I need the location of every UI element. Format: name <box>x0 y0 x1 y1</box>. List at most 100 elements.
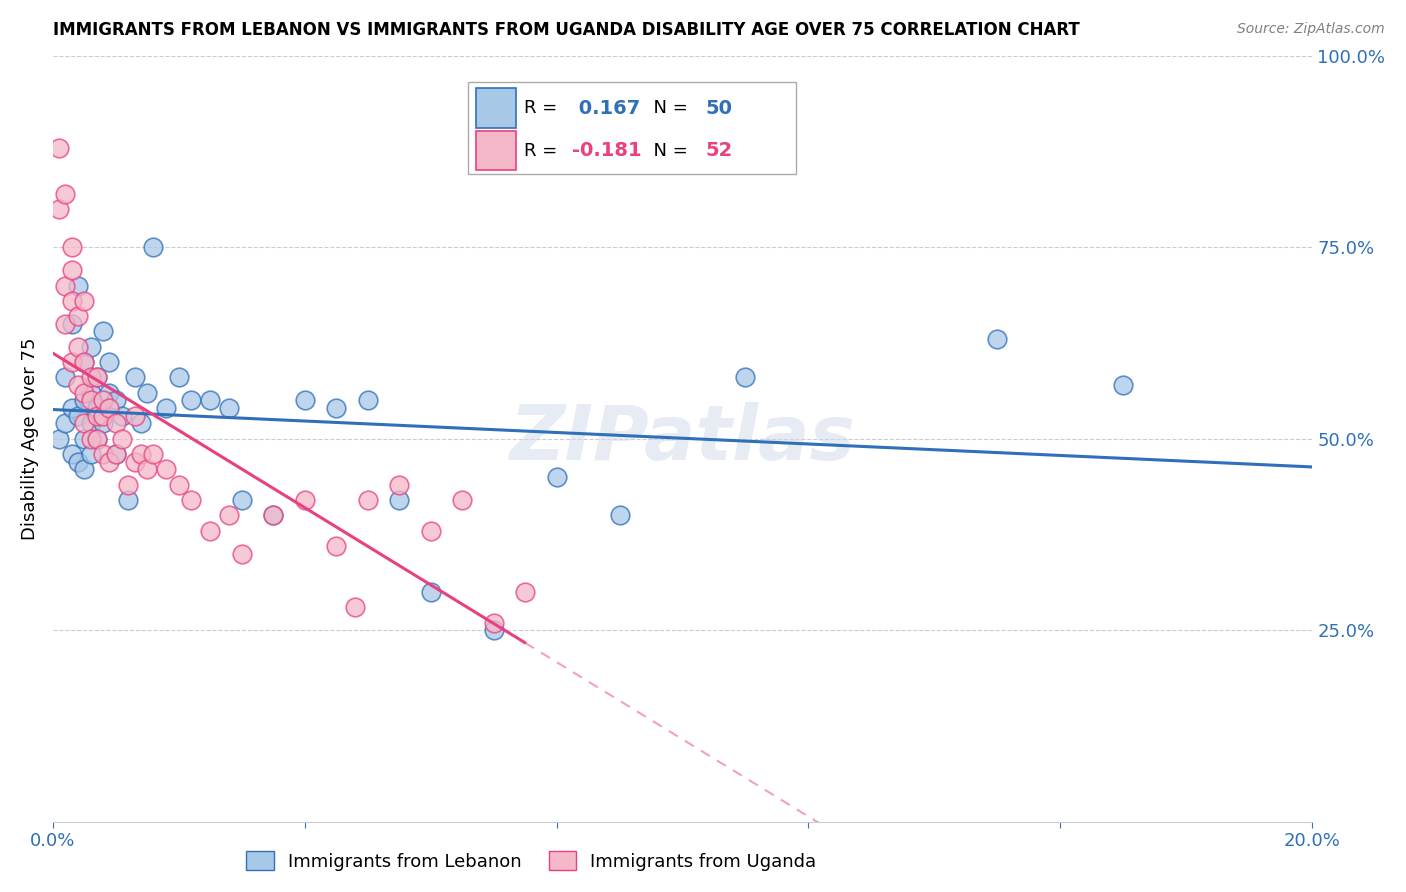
Point <box>136 385 159 400</box>
Point <box>117 477 139 491</box>
Point <box>98 455 121 469</box>
Text: N =: N = <box>643 142 693 160</box>
Point <box>60 355 83 369</box>
Point <box>53 417 76 431</box>
Point <box>104 447 127 461</box>
Point <box>198 393 221 408</box>
Point <box>86 432 108 446</box>
Point <box>167 477 190 491</box>
Text: Source: ZipAtlas.com: Source: ZipAtlas.com <box>1237 22 1385 37</box>
Point <box>60 401 83 416</box>
Point <box>66 309 89 323</box>
Point <box>79 370 101 384</box>
Point <box>155 462 177 476</box>
Point <box>66 278 89 293</box>
Point <box>53 278 76 293</box>
Point <box>180 493 202 508</box>
Point <box>167 370 190 384</box>
Point <box>73 417 96 431</box>
Point <box>91 417 114 431</box>
Point <box>262 508 284 523</box>
Point <box>73 293 96 308</box>
Point <box>124 455 146 469</box>
Point <box>104 393 127 408</box>
Point <box>124 409 146 423</box>
Point <box>48 140 70 154</box>
Point <box>79 340 101 354</box>
Text: 50: 50 <box>706 99 733 118</box>
Point <box>79 385 101 400</box>
Point <box>91 409 114 423</box>
Point <box>419 585 441 599</box>
Point <box>388 493 411 508</box>
Text: R =: R = <box>524 142 562 160</box>
Point <box>609 508 631 523</box>
Point <box>60 293 83 308</box>
Point <box>129 417 152 431</box>
Point <box>53 186 76 201</box>
Point <box>53 370 76 384</box>
Point <box>986 332 1008 346</box>
Point <box>98 401 121 416</box>
Point <box>482 615 505 630</box>
Point <box>66 409 89 423</box>
Point <box>104 447 127 461</box>
Text: 52: 52 <box>706 141 733 160</box>
Point <box>117 493 139 508</box>
Point <box>482 624 505 638</box>
Point <box>48 202 70 216</box>
Point <box>155 401 177 416</box>
Point <box>86 370 108 384</box>
Point <box>356 393 378 408</box>
Point <box>73 462 96 476</box>
Point <box>73 355 96 369</box>
Point <box>48 432 70 446</box>
Point <box>91 393 114 408</box>
Point <box>231 493 253 508</box>
Point <box>344 600 367 615</box>
Point <box>129 447 152 461</box>
Point <box>1112 378 1135 392</box>
Point <box>60 447 83 461</box>
Point <box>198 524 221 538</box>
Point <box>98 355 121 369</box>
Point <box>86 409 108 423</box>
Point <box>86 401 108 416</box>
Point <box>325 539 347 553</box>
Point <box>388 477 411 491</box>
Point <box>79 447 101 461</box>
Point <box>111 409 134 423</box>
Point <box>66 378 89 392</box>
Text: N =: N = <box>643 99 693 117</box>
Point <box>98 385 121 400</box>
Legend: Immigrants from Lebanon, Immigrants from Uganda: Immigrants from Lebanon, Immigrants from… <box>239 844 824 878</box>
Point <box>111 432 134 446</box>
Point <box>294 393 316 408</box>
FancyBboxPatch shape <box>477 88 516 128</box>
Point <box>73 393 96 408</box>
Point <box>60 317 83 331</box>
Point <box>218 508 240 523</box>
Text: R =: R = <box>524 99 562 117</box>
Point <box>180 393 202 408</box>
Point <box>136 462 159 476</box>
FancyBboxPatch shape <box>477 130 516 170</box>
Point <box>142 240 165 254</box>
Point <box>79 432 101 446</box>
Y-axis label: Disability Age Over 75: Disability Age Over 75 <box>21 337 39 540</box>
Point <box>546 470 568 484</box>
Point <box>734 370 756 384</box>
Point <box>104 417 127 431</box>
Point <box>86 432 108 446</box>
Text: -0.181: -0.181 <box>572 141 641 160</box>
FancyBboxPatch shape <box>468 82 796 175</box>
Point <box>231 547 253 561</box>
Point <box>79 393 101 408</box>
Point <box>53 317 76 331</box>
Point <box>325 401 347 416</box>
Point <box>66 340 89 354</box>
Point <box>513 585 536 599</box>
Point <box>73 355 96 369</box>
Point <box>356 493 378 508</box>
Point <box>451 493 474 508</box>
